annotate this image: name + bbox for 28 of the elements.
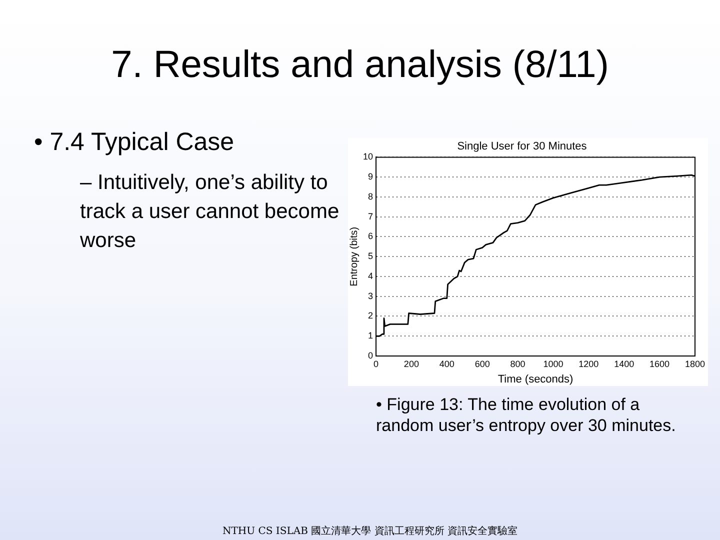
y-tick-label: 3 xyxy=(368,290,374,301)
text: NTHU CS ISLAB 國立清華大學 資訊工程研究所 資訊安全實驗室 xyxy=(222,524,518,538)
y-tick-label: 6 xyxy=(368,231,374,242)
x-tick-label: 200 xyxy=(404,358,419,369)
x-tick-label: 1600 xyxy=(650,358,670,369)
y-tick-label: 5 xyxy=(368,251,374,262)
y-tick-label: 1 xyxy=(368,330,374,341)
y-tick-label: 8 xyxy=(368,191,374,202)
x-tick-label: 800 xyxy=(510,358,526,369)
y-tick-label: 9 xyxy=(368,172,374,182)
x-tick-label: 1200 xyxy=(578,358,599,369)
x-tick-label: 1400 xyxy=(614,358,634,369)
y-tick-label: 10 xyxy=(362,152,374,162)
x-tick-label: 400 xyxy=(439,358,454,369)
y-tick-label: 2 xyxy=(368,310,374,321)
text: • 7.4 Typical Case xyxy=(34,128,234,157)
x-axis-title: Time (seconds) xyxy=(498,373,574,386)
y-axis-title: Entropy (bits) xyxy=(348,226,360,286)
text: – Intuitively, one’s ability to track a user cannot become worse xyxy=(80,170,340,254)
text: 7. Results and analysis (8/11) xyxy=(110,44,610,87)
y-tick-label: 7 xyxy=(368,211,374,222)
x-tick-label: 600 xyxy=(474,358,490,369)
x-tick-label: 1800 xyxy=(684,358,706,369)
x-tick-label: 1000 xyxy=(543,358,564,369)
text: • Figure 13: The time evolution of a random user’s entropy over 30 minutes. xyxy=(376,394,676,436)
y-tick-label: 4 xyxy=(368,270,374,281)
chart-title: Single User for 30 Minutes xyxy=(457,140,588,153)
y-tick-label: 0 xyxy=(368,350,374,360)
